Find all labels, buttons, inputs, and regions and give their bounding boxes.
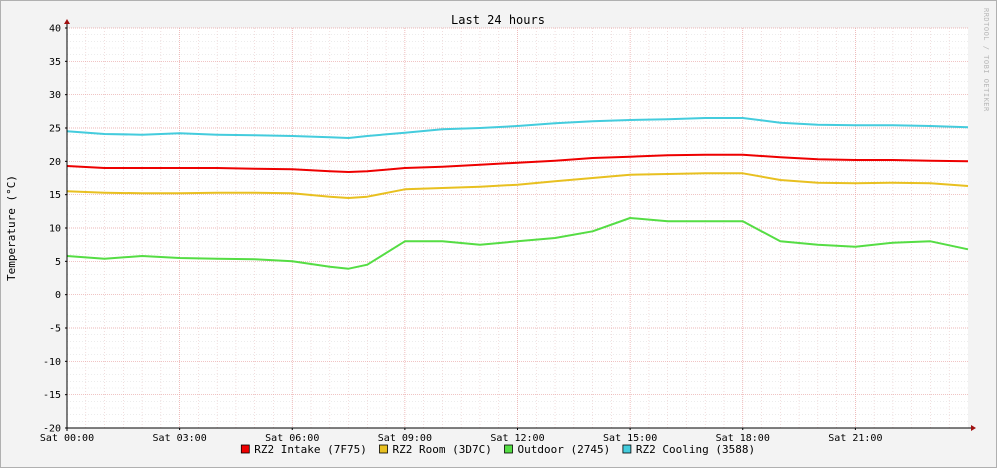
legend-swatch bbox=[240, 444, 250, 454]
x-tick-label: Sat 21:00 bbox=[828, 433, 882, 444]
x-tick-label: Sat 12:00 bbox=[490, 433, 544, 444]
legend-label: RZ2 Room (3D7C) bbox=[393, 443, 492, 456]
x-tick-label: Sat 09:00 bbox=[378, 433, 432, 444]
legend-swatch bbox=[504, 444, 513, 454]
y-tick-label: 30 bbox=[49, 90, 61, 101]
legend-label: RZ2 Intake (7F75) bbox=[254, 443, 367, 456]
chart-title: Last 24 hours bbox=[451, 13, 545, 27]
legend-label: Outdoor (2745) bbox=[518, 443, 611, 456]
y-axis-label: Temperature (°C) bbox=[5, 175, 18, 281]
series-line-1 bbox=[66, 153, 969, 173]
legend-label: RZ2 Cooling (3588) bbox=[636, 443, 755, 456]
y-tick-label: 35 bbox=[49, 57, 61, 68]
legend-swatch bbox=[622, 444, 632, 454]
y-axis-arrow bbox=[64, 19, 70, 24]
y-tick-label: -15 bbox=[43, 390, 61, 401]
x-tick-label: Sat 06:00 bbox=[265, 433, 319, 444]
series-line-2 bbox=[66, 172, 969, 199]
legend-swatch bbox=[379, 444, 388, 454]
x-axis-arrow bbox=[971, 425, 976, 431]
x-tick-label: Sat 03:00 bbox=[153, 433, 207, 444]
series-line-4 bbox=[66, 117, 969, 139]
y-tick-label: 15 bbox=[49, 190, 61, 201]
y-tick-label: 5 bbox=[55, 257, 61, 268]
series-line-3 bbox=[66, 217, 969, 270]
y-tick-label: 20 bbox=[49, 157, 61, 168]
y-tick-label: 0 bbox=[55, 290, 61, 301]
y-tick-label: -10 bbox=[43, 357, 61, 368]
y-tick-label: 40 bbox=[49, 24, 61, 35]
x-tick-label: Sat 15:00 bbox=[603, 433, 657, 444]
y-tick-label: 10 bbox=[49, 224, 61, 235]
watermark: RRDTOOL / TOBI OETIKER bbox=[982, 8, 990, 112]
y-tick-label: 25 bbox=[49, 124, 61, 135]
x-tick-label: Sat 00:00 bbox=[40, 433, 94, 444]
y-tick-label: -20 bbox=[43, 424, 61, 435]
y-tick-label: -5 bbox=[49, 324, 61, 335]
x-tick-label: Sat 18:00 bbox=[716, 433, 770, 444]
